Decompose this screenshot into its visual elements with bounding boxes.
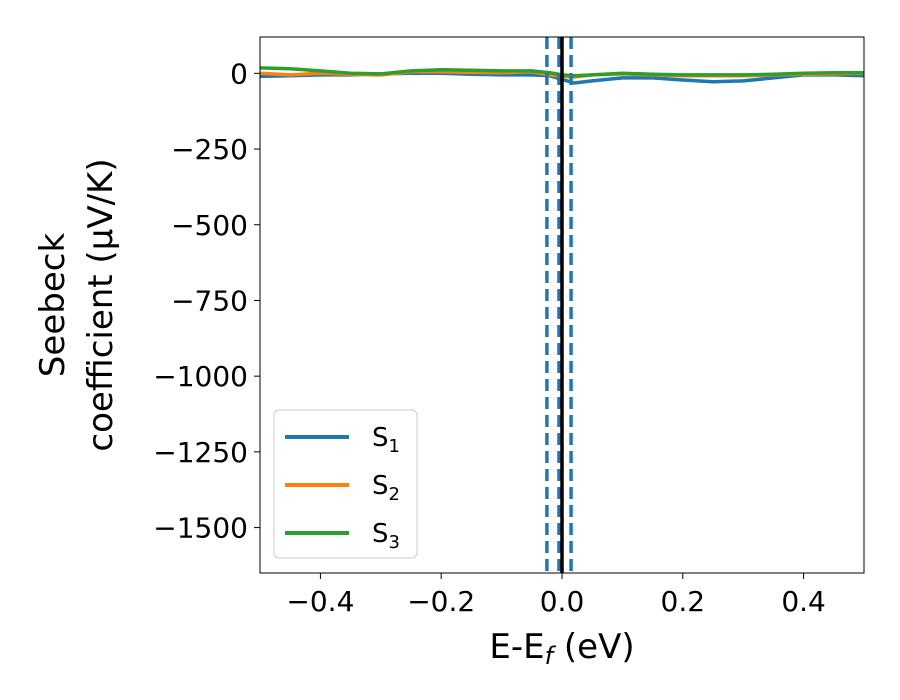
y-axis-label: Seebeck coefficient (μV/K) bbox=[33, 158, 121, 451]
legend-label-s1: S1 bbox=[372, 423, 400, 457]
y-tick-label: 0 bbox=[230, 57, 248, 90]
y-axis-label-line1: Seebeck bbox=[33, 233, 73, 378]
legend: S1 S2 S3 bbox=[273, 409, 418, 559]
x-axis: −0.4 −0.2 0.0 0.2 0.4 bbox=[286, 573, 826, 618]
x-tick-label: −0.2 bbox=[407, 585, 475, 618]
y-tick-label: −1500 bbox=[153, 512, 248, 545]
x-tick-label: −0.4 bbox=[286, 585, 354, 618]
x-tick-label: 0.4 bbox=[781, 585, 826, 618]
y-axis: 0 −250 −500 −750 −1000 −1250 −1500 bbox=[153, 57, 260, 545]
legend-label-s3: S3 bbox=[372, 519, 400, 553]
legend-label-s2: S2 bbox=[372, 471, 400, 505]
x-tick-label: 0.0 bbox=[540, 585, 585, 618]
y-tick-label: −750 bbox=[171, 284, 248, 317]
reference-lines-layer bbox=[545, 37, 573, 573]
y-tick-label: −1000 bbox=[153, 360, 248, 393]
y-tick-label: −1250 bbox=[153, 436, 248, 469]
x-axis-label: E-Ef (eV) bbox=[489, 627, 634, 670]
y-tick-label: −250 bbox=[171, 133, 248, 166]
y-axis-label-line2: coefficient (μV/K) bbox=[81, 158, 121, 451]
x-tick-label: 0.2 bbox=[661, 585, 706, 618]
y-tick-label: −500 bbox=[171, 209, 248, 242]
